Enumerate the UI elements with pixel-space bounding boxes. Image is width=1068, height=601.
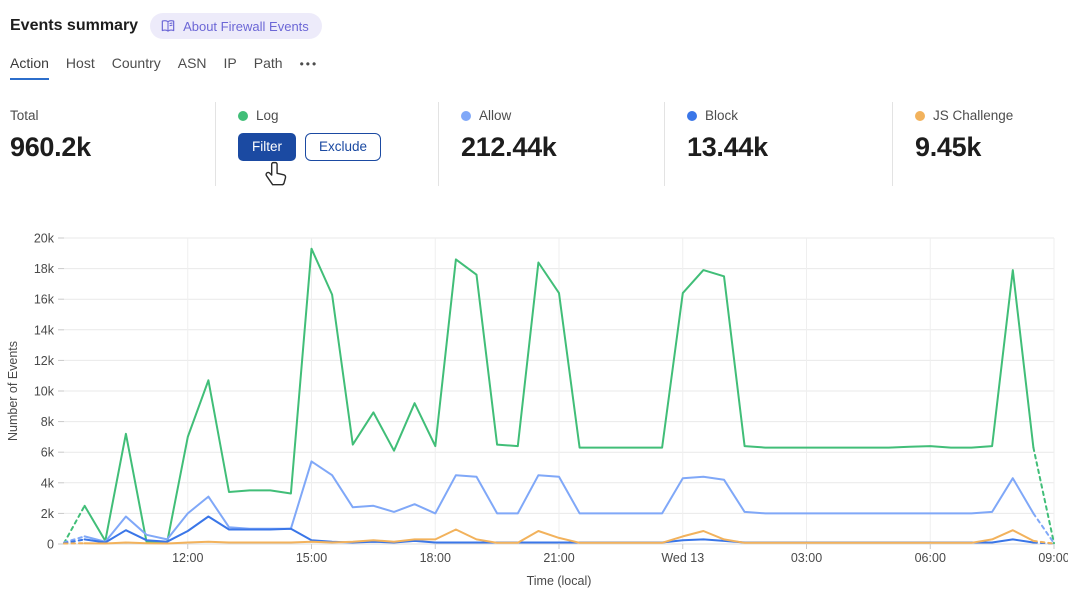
x-tick-label: 06:00 [915, 551, 946, 565]
x-tick-label: 18:00 [420, 551, 451, 565]
y-tick-label: 2k [41, 507, 55, 521]
log-series-dot [238, 111, 248, 121]
y-tick-label: 20k [34, 232, 55, 246]
log-label: Log [256, 108, 279, 123]
x-axis-title: Time (local) [527, 574, 592, 588]
book-icon [160, 18, 176, 34]
block-series-dot [687, 111, 697, 121]
tab-asn[interactable]: ASN [178, 55, 207, 80]
y-tick-label: 6k [41, 446, 55, 460]
y-tick-label: 8k [41, 415, 55, 429]
allow-label: Allow [479, 108, 511, 123]
about-firewall-events-badge[interactable]: About Firewall Events [150, 13, 322, 39]
group-by-tabs: Action Host Country ASN IP Path ••• [10, 55, 1068, 80]
page-title: Events summary [10, 17, 138, 35]
total-label: Total [10, 108, 39, 123]
more-tabs-ellipsis-icon[interactable]: ••• [300, 57, 319, 80]
x-tick-label: 03:00 [791, 551, 822, 565]
tab-ip[interactable]: IP [224, 55, 237, 80]
tab-action[interactable]: Action [10, 55, 49, 80]
js-challenge-label: JS Challenge [933, 108, 1013, 123]
tab-path[interactable]: Path [254, 55, 283, 80]
stat-card-allow: Allow 212.44k [438, 102, 664, 186]
stat-card-js-challenge: JS Challenge 9.45k [892, 102, 1068, 186]
x-tick-label: Wed 13 [661, 551, 704, 565]
filter-button[interactable]: Filter [238, 133, 296, 161]
chart-canvas: 0 2k 4k 6k 8k 10k 12k 14k 16k 18k 20k 12:00 15:00 18:… [0, 226, 1068, 596]
tab-host[interactable]: Host [66, 55, 95, 80]
y-tick-label: 16k [34, 293, 55, 307]
x-tick-label: 21:00 [543, 551, 574, 565]
x-tick-label: 09:00 [1038, 551, 1068, 565]
y-tick-label: 4k [41, 476, 55, 490]
total-value: 960.2k [10, 132, 215, 163]
allow-series-dot [461, 111, 471, 121]
stat-card-block: Block 13.44k [664, 102, 892, 186]
stat-card-log: Log Filter Exclude [215, 102, 438, 186]
y-tick-label: 0 [47, 538, 54, 552]
x-tick-label: 15:00 [296, 551, 327, 565]
y-axis-title: Number of Events [6, 341, 20, 441]
tab-country[interactable]: Country [112, 55, 161, 80]
js-challenge-series-dot [915, 111, 925, 121]
stat-card-total: Total 960.2k [0, 102, 215, 186]
y-tick-label: 12k [34, 354, 55, 368]
y-tick-label: 18k [34, 262, 55, 276]
about-badge-label: About Firewall Events [183, 19, 309, 34]
events-time-series-chart: 0 2k 4k 6k 8k 10k 12k 14k 16k 18k 20k 12:00 15:00 18:… [0, 226, 1068, 601]
block-value: 13.44k [687, 132, 892, 163]
y-tick-label: 10k [34, 385, 55, 399]
exclude-button[interactable]: Exclude [305, 133, 381, 161]
allow-value: 212.44k [461, 132, 664, 163]
panel-header: Events summary About Firewall Events [0, 0, 1068, 39]
js-challenge-value: 9.45k [915, 132, 1068, 163]
y-tick-label: 14k [34, 323, 55, 337]
block-label: Block [705, 108, 738, 123]
x-tick-label: 12:00 [172, 551, 203, 565]
stat-cards-row: Total 960.2k Log Filter Exclude Allow 21… [0, 102, 1068, 186]
